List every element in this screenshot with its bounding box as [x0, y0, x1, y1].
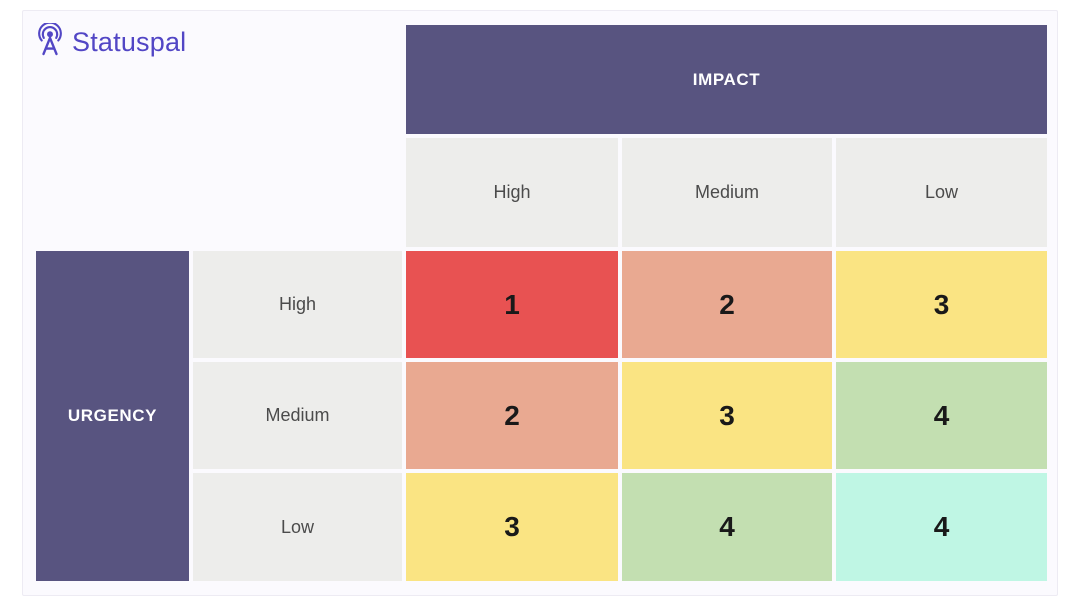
matrix-corner-spacer	[36, 25, 402, 247]
impact-axis-header: IMPACT	[406, 25, 1047, 134]
priority-cell-medium-low: 4	[836, 362, 1047, 469]
priority-cell-low-low: 4	[836, 473, 1047, 581]
priority-cell-high-high: 1	[406, 251, 618, 358]
priority-cell-high-medium: 2	[622, 251, 832, 358]
urgency-axis-header: URGENCY	[36, 251, 189, 581]
antenna-broadcast-icon	[33, 23, 67, 61]
priority-cell-medium-high: 2	[406, 362, 618, 469]
column-header-medium: Medium	[622, 138, 832, 247]
priority-cell-low-medium: 4	[622, 473, 832, 581]
row-header-low: Low	[193, 473, 402, 581]
column-header-high: High	[406, 138, 618, 247]
priority-matrix-card: Statuspal IMPACT High Medium Low URGENCY…	[22, 10, 1058, 596]
priority-cell-medium-medium: 3	[622, 362, 832, 469]
row-header-high: High	[193, 251, 402, 358]
priority-cell-high-low: 3	[836, 251, 1047, 358]
statuspal-logo: Statuspal	[33, 23, 186, 61]
brand-name: Statuspal	[72, 26, 187, 57]
priority-matrix: IMPACT High Medium Low URGENCY High 1 2 …	[36, 25, 1047, 581]
column-header-low: Low	[836, 138, 1047, 247]
priority-cell-low-high: 3	[406, 473, 618, 581]
row-header-medium: Medium	[193, 362, 402, 469]
